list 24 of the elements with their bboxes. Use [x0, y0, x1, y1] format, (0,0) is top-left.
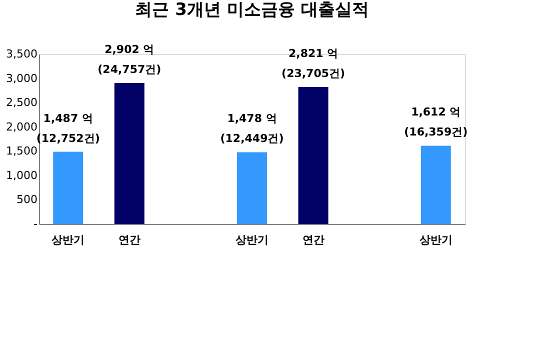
x-tick-label: 상반기 — [236, 234, 268, 246]
x-tick-label: 연간 — [118, 234, 140, 246]
chart-title: 최근 3개년 미소금융 대출실적 — [135, 0, 369, 20]
y-tick-label: 1,000 — [6, 168, 38, 182]
y-tick-label: - — [34, 218, 38, 230]
bar — [53, 152, 84, 224]
bar — [420, 146, 451, 224]
data-label: 2,902 억 (24,757건) — [98, 43, 162, 76]
bar — [114, 83, 144, 224]
bar — [298, 86, 328, 224]
x-tick-label: 상반기 — [419, 234, 452, 246]
y-tick-label: 3,500 — [6, 48, 38, 60]
y-tick-label: 1,500 — [6, 144, 38, 158]
y-tick-label: 3,000 — [6, 72, 38, 85]
y-tick-label: 2,000 — [6, 120, 38, 134]
bar — [237, 152, 267, 224]
y-tick-label: 2,500 — [6, 96, 38, 110]
y-tick-label: 500 — [16, 193, 38, 206]
data-label: 2,821 억 (23,705건) — [282, 46, 346, 80]
data-label: 1,612 억 (16,359건) — [404, 106, 468, 139]
data-label: 1,478 억 (12,449건) — [220, 112, 284, 146]
x-tick-label: 연간 — [302, 234, 324, 246]
data-label: 1,487 억 (12,752건) — [36, 112, 100, 145]
x-tick-label: 상반기 — [52, 234, 85, 246]
